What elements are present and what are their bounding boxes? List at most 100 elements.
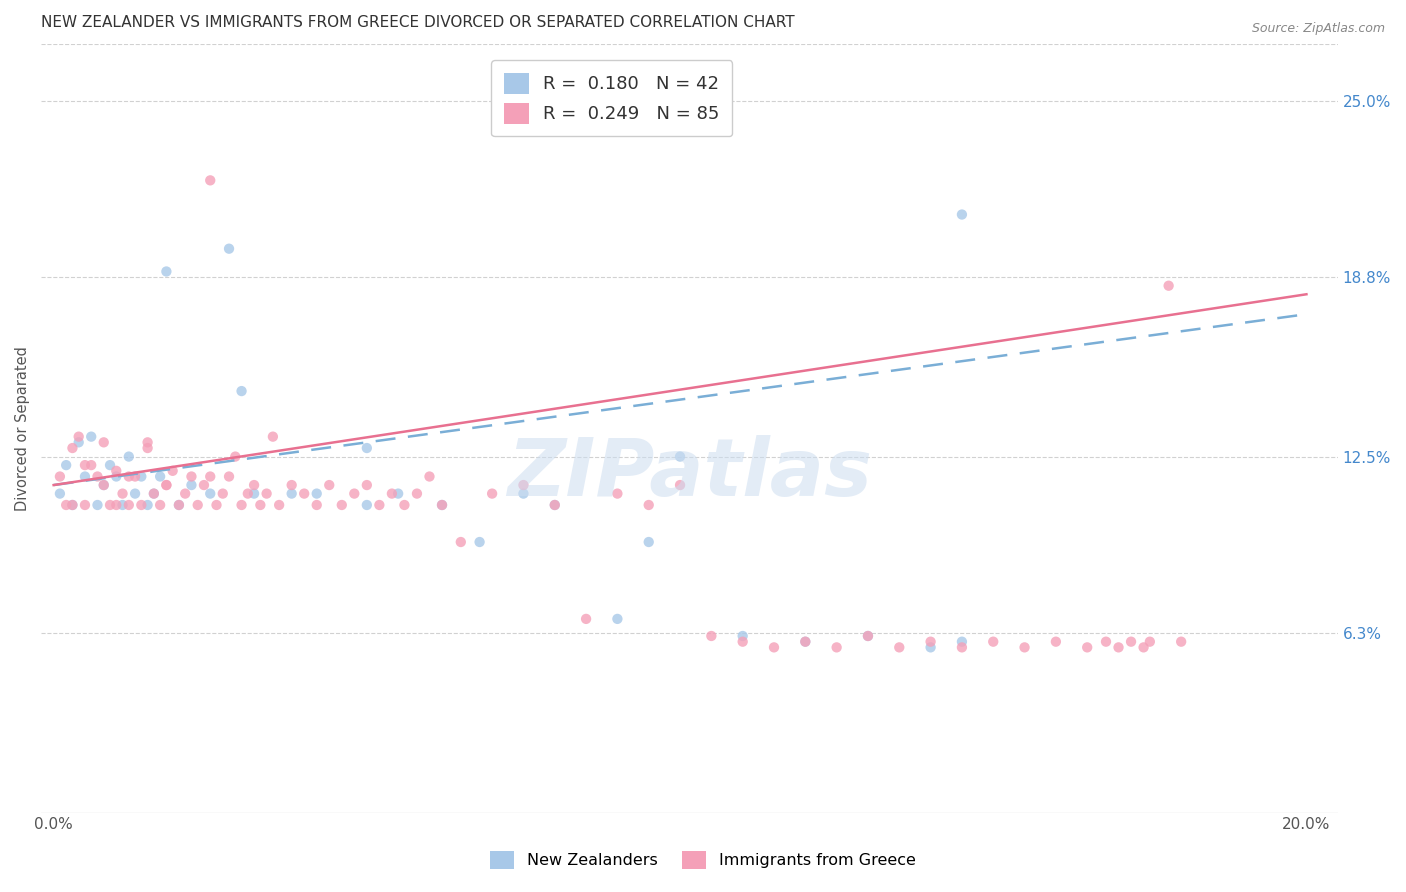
Point (762, 640, 785, 655)
Point (920, 640, 942, 655)
Point (218, 469, 240, 483)
Point (49, 486, 72, 500)
Point (136, 435, 159, 450)
Point (356, 498, 378, 512)
Point (200, 173, 222, 187)
Point (218, 242, 240, 256)
Y-axis label: Divorced or Separated: Divorced or Separated (15, 346, 30, 510)
Point (180, 469, 202, 483)
Point (174, 486, 197, 500)
Point (93, 478, 115, 492)
Point (62, 441, 84, 455)
Point (142, 486, 165, 500)
Point (86, 498, 108, 512)
Point (481, 486, 503, 500)
Point (430, 498, 453, 512)
Point (856, 629, 879, 643)
Point (950, 634, 973, 648)
Point (224, 450, 246, 464)
Point (136, 498, 159, 512)
Point (256, 486, 278, 500)
Point (155, 264, 177, 278)
Point (73, 458, 96, 472)
Point (243, 478, 266, 492)
Point (394, 498, 416, 512)
Point (418, 469, 440, 483)
Point (889, 640, 911, 655)
Point (105, 498, 128, 512)
Point (205, 498, 228, 512)
Point (1157, 278, 1180, 293)
Point (231, 498, 253, 512)
Point (93, 435, 115, 450)
Point (280, 478, 302, 492)
Point (98, 498, 121, 512)
Point (243, 486, 266, 500)
Point (700, 629, 723, 643)
Point (236, 486, 259, 500)
Point (269, 498, 291, 512)
Point (200, 469, 222, 483)
Point (1132, 640, 1154, 655)
Point (86, 469, 108, 483)
Point (80, 458, 103, 472)
Point (1170, 634, 1192, 648)
Point (67, 430, 90, 444)
Point (231, 384, 253, 398)
Point (305, 486, 328, 500)
Point (356, 441, 378, 455)
Point (131, 469, 153, 483)
Point (387, 486, 409, 500)
Point (62, 498, 84, 512)
Point (1045, 634, 1067, 648)
Text: Source: ZipAtlas.com: Source: ZipAtlas.com (1251, 22, 1385, 36)
Point (544, 498, 567, 512)
Point (93, 478, 115, 492)
Point (49, 469, 72, 483)
Point (468, 535, 491, 549)
Point (62, 498, 84, 512)
Point (105, 469, 128, 483)
Point (920, 634, 942, 648)
Point (669, 478, 692, 492)
Point (149, 498, 172, 512)
Point (981, 634, 1004, 648)
Point (105, 464, 128, 478)
Point (343, 486, 366, 500)
Point (249, 498, 271, 512)
Point (512, 478, 534, 492)
Point (1139, 634, 1161, 648)
Point (211, 486, 233, 500)
Point (111, 498, 134, 512)
Point (73, 498, 96, 512)
Point (142, 486, 165, 500)
Point (1014, 640, 1036, 655)
Point (155, 478, 177, 492)
Point (1076, 640, 1098, 655)
Point (950, 208, 973, 222)
Point (280, 486, 302, 500)
Point (731, 634, 754, 648)
Point (544, 498, 567, 512)
Text: ZIPatlas: ZIPatlas (508, 435, 872, 513)
Point (637, 535, 659, 549)
Point (155, 478, 177, 492)
Point (406, 486, 429, 500)
Point (167, 498, 190, 512)
Point (825, 640, 848, 655)
Point (368, 498, 391, 512)
Point (200, 486, 222, 500)
Point (167, 498, 190, 512)
Text: NEW ZEALANDER VS IMMIGRANTS FROM GREECE DIVORCED OR SEPARATED CORRELATION CHART: NEW ZEALANDER VS IMMIGRANTS FROM GREECE … (41, 15, 794, 30)
Point (118, 450, 141, 464)
Point (606, 486, 628, 500)
Point (950, 640, 973, 655)
Point (55, 498, 77, 512)
Point (162, 464, 184, 478)
Point (262, 430, 284, 444)
Point (669, 450, 692, 464)
Point (124, 469, 146, 483)
Point (131, 498, 153, 512)
Point (136, 441, 159, 455)
Point (318, 478, 340, 492)
